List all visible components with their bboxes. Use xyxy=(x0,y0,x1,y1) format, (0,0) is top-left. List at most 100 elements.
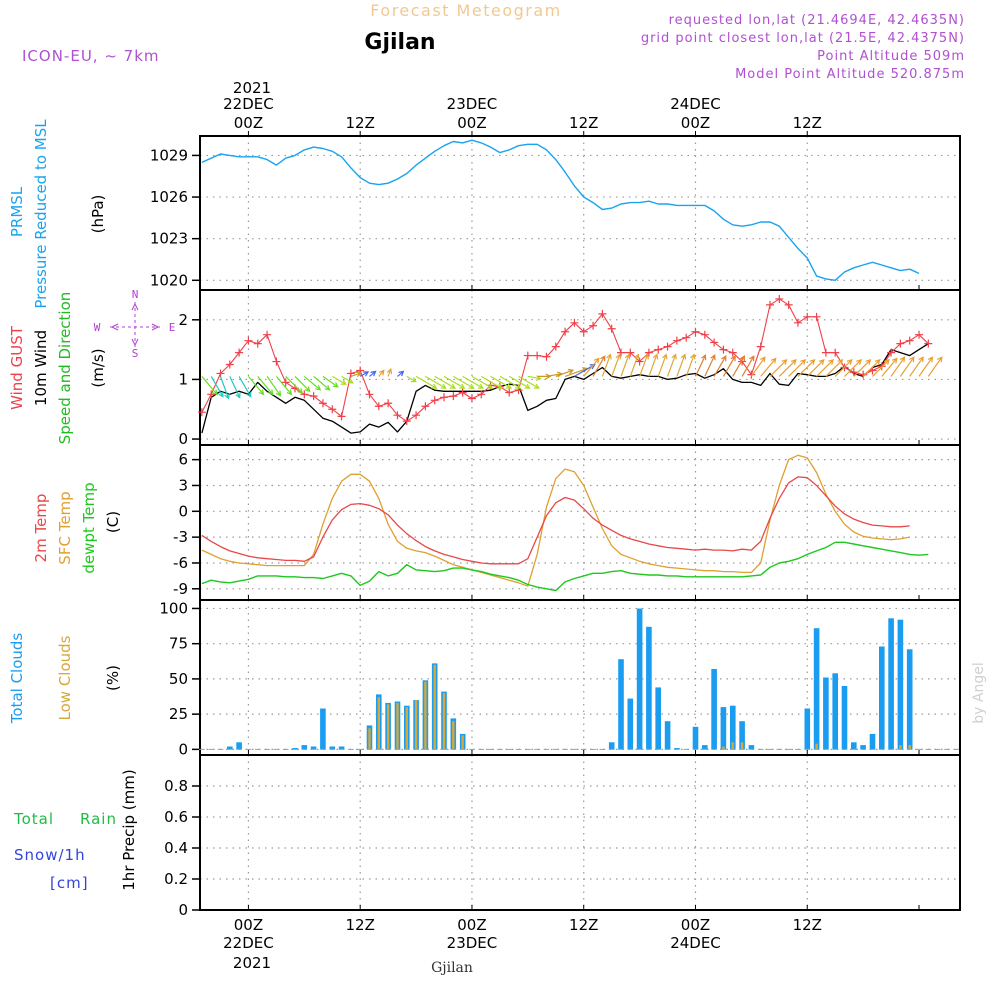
bottom-axis-date: 22DEC xyxy=(223,934,274,952)
top-axis-hour: 12Z xyxy=(346,114,375,132)
wind-gust-marker xyxy=(710,338,719,347)
total-cloud-bar xyxy=(879,646,885,750)
wind-gust-marker xyxy=(896,339,905,348)
wind-gust-marker xyxy=(523,351,532,360)
total-cloud-bar xyxy=(646,626,652,750)
wind-gust-marker xyxy=(337,412,346,421)
total-cloud-bar xyxy=(636,608,643,750)
pressure-panel-labels: PRMSL Pressure Reduced to MSL (hPa) xyxy=(8,119,107,309)
wind-gust-marker xyxy=(561,327,570,336)
wind-direction-arrow xyxy=(601,353,612,377)
clouds-panel-labels: Total Clouds Low Clouds (%) by Angel xyxy=(8,633,987,725)
compass-n: N xyxy=(132,288,139,301)
panel-frame xyxy=(199,754,961,911)
wind-direction-arrow xyxy=(890,356,906,377)
top-axis-year: 2021 xyxy=(233,79,271,97)
wind-gust-marker xyxy=(197,408,206,417)
low-cloud-bar xyxy=(740,742,744,750)
precip-panel-labels: Total Rain Snow/1h [cm] 1hr Precip (mm) xyxy=(13,769,138,892)
wind-direction-arrow xyxy=(229,376,241,399)
bottom-axis-hour: 00Z xyxy=(457,916,486,934)
bottom-axis-hour: 00Z xyxy=(234,916,263,934)
wind-gust-marker xyxy=(756,342,765,351)
pressure-series xyxy=(201,139,920,281)
wind-direction-arrow xyxy=(247,376,265,396)
total-cloud-bar xyxy=(730,705,736,750)
chart-title: Forecast Meteogram xyxy=(370,1,561,20)
bottom-axis-hour: 12Z xyxy=(569,916,598,934)
bottom-axis-hour: 12Z xyxy=(346,916,375,934)
wind-direction-arrow xyxy=(639,353,649,377)
wind-gust-marker xyxy=(598,309,607,318)
wind-gust-marker xyxy=(672,336,681,345)
wind-direction-arrow xyxy=(778,359,797,377)
y-tick-label: 0 xyxy=(178,740,188,758)
y-tick-label: 25 xyxy=(169,705,188,723)
wind-direction-arrow xyxy=(480,375,503,389)
bottom-axis-date: 24DEC xyxy=(670,934,721,952)
wind-direction-arrow xyxy=(331,375,347,385)
requested-coords: requested lon,lat (21.4694E, 42.4635N) xyxy=(669,13,965,28)
y-tick-label: 0.8 xyxy=(164,777,188,795)
low-cloud-bar xyxy=(424,681,427,750)
wind-gust-marker xyxy=(402,417,411,426)
wind-gust-marker xyxy=(542,352,551,361)
wind-direction-arrow xyxy=(862,359,881,377)
total-cloud-bar xyxy=(851,742,857,750)
wind-direction-arrow xyxy=(788,359,807,377)
wind-direction-arrow xyxy=(210,376,224,398)
wind-gust-marker xyxy=(635,357,644,366)
y-tick-label: 0.2 xyxy=(164,870,188,888)
wind-direction-arrow xyxy=(825,359,844,377)
wind-gust-marker xyxy=(449,392,458,401)
y-tick-label: 0.6 xyxy=(164,808,188,826)
wind-gust-marker xyxy=(505,388,514,397)
total-cloud-bar xyxy=(320,708,326,750)
bottom-axis-year: 2021 xyxy=(233,954,271,972)
total-cloud-bar xyxy=(748,745,755,750)
total-cloud-bar xyxy=(897,619,904,750)
sfc-label: SFC Temp xyxy=(56,491,74,564)
y-tick-label: 1026 xyxy=(150,188,188,206)
wind-direction-arrow xyxy=(583,357,600,377)
wind-gust-marker xyxy=(533,351,542,360)
wind-direction-arrow xyxy=(676,353,687,377)
wind-direction-arrow xyxy=(257,376,274,396)
gridpoint-coords: grid point closest lon,lat (21.5E, 42.43… xyxy=(641,31,965,46)
wind-direction-arrow xyxy=(713,355,727,377)
total-cloud-bar xyxy=(664,721,671,750)
y-tick-label: 1029 xyxy=(150,146,188,164)
panel-frame xyxy=(199,135,961,291)
wind-direction-arrow xyxy=(816,359,834,377)
wind-direction-arrow xyxy=(378,369,385,377)
wind-gust-marker xyxy=(551,342,560,351)
wind-direction-arrow xyxy=(611,353,621,377)
wind-direction-arrow xyxy=(462,375,484,389)
wind-direction-arrow xyxy=(386,367,393,377)
y-tick-label: -3 xyxy=(173,528,188,546)
wind-gust-marker xyxy=(579,327,588,336)
wind-gust-marker xyxy=(263,330,272,339)
wind-direction-arrow xyxy=(769,359,788,377)
wind-direction-arrow xyxy=(369,370,377,377)
wind-gust-marker xyxy=(887,348,896,357)
clouds-unit: (%) xyxy=(104,665,122,691)
top-axis-hour: 12Z xyxy=(569,114,598,132)
wind-gust-marker xyxy=(421,402,430,411)
low-clouds-label: Low Clouds xyxy=(56,635,74,720)
wind-direction-arrow xyxy=(872,359,890,377)
low-cloud-bar xyxy=(731,742,734,750)
wind-direction-arrow xyxy=(453,375,475,389)
wind-gust-marker xyxy=(207,390,216,399)
total-cloud-bar xyxy=(823,677,829,750)
wind-direction-arrow xyxy=(797,359,816,377)
wind-direction-arrow xyxy=(909,356,924,377)
y-tick-label: 0 xyxy=(178,430,188,448)
pressure-label-long: Pressure Reduced to MSL xyxy=(32,119,50,309)
top-axis-hour: 00Z xyxy=(681,114,710,132)
wind-gust-marker xyxy=(663,342,672,351)
wind-direction-arrow xyxy=(648,353,659,377)
wind-gust-marker xyxy=(859,370,868,379)
